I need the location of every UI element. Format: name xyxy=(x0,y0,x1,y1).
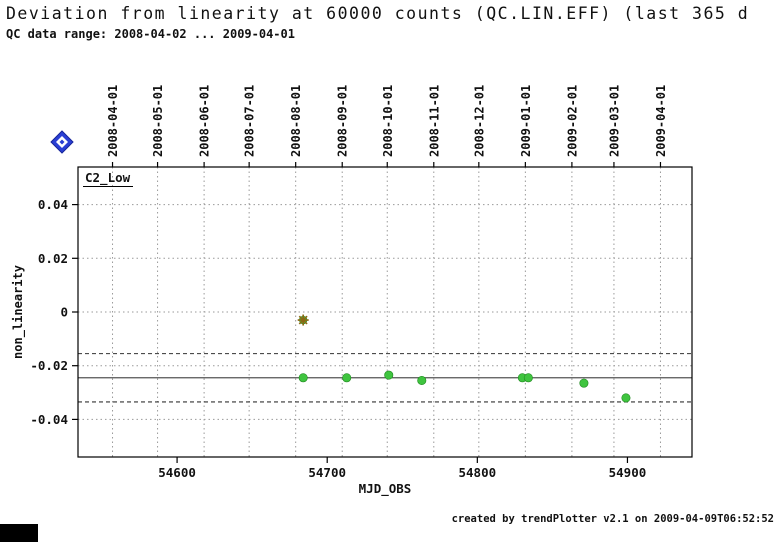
x-axis-title: MJD_OBS xyxy=(359,481,412,497)
y-tick-label: -0.02 xyxy=(30,358,68,373)
x-tick-label: 54600 xyxy=(158,465,196,480)
y-tick-label: 0.02 xyxy=(38,251,68,266)
data-point-marker xyxy=(523,373,533,383)
date-tick-label: 2009-02-01 xyxy=(565,85,579,157)
y-tick-label: -0.04 xyxy=(30,412,68,427)
bottom-left-black-bar xyxy=(0,524,38,542)
date-tick-label: 2008-07-01 xyxy=(243,85,257,157)
x-tick-label: 54700 xyxy=(308,465,346,480)
date-tick-label: 2009-03-01 xyxy=(607,85,621,157)
data-point-marker xyxy=(384,370,394,380)
compass-diamond-svg xyxy=(50,130,74,154)
date-tick-label: 2008-05-01 xyxy=(151,85,165,157)
qc-data-range-subtitle: QC data range: 2008-04-02 ... 2009-04-01 xyxy=(6,27,295,41)
data-point-marker xyxy=(621,393,631,403)
panel-label: C2_Low xyxy=(85,170,131,186)
date-tick-label: 2008-11-01 xyxy=(427,85,441,157)
date-tick-label: 2009-04-01 xyxy=(654,85,668,157)
date-tick-label: 2009-01-01 xyxy=(519,85,533,157)
x-tick-label: 54900 xyxy=(609,465,647,480)
date-tick-label: 2008-04-01 xyxy=(106,85,120,157)
y-tick-label: 0.04 xyxy=(38,197,68,212)
created-by-credit: created by trendPlotter v2.1 on 2009-04-… xyxy=(451,513,774,525)
data-point-marker xyxy=(579,378,589,388)
y-tick-label: 0 xyxy=(60,305,68,320)
diamond-core xyxy=(59,139,65,145)
date-tick-label: 2008-09-01 xyxy=(336,85,350,157)
y-axis-title: non_linearity xyxy=(11,265,26,359)
date-tick-label: 2008-12-01 xyxy=(472,85,486,157)
data-point-marker xyxy=(298,373,308,383)
date-tick-label: 2008-10-01 xyxy=(381,85,395,157)
date-tick-label: 2008-08-01 xyxy=(289,85,303,157)
page-title: Deviation from linearity at 60000 counts… xyxy=(6,4,750,23)
data-point-marker xyxy=(417,375,427,385)
x-tick-label: 54800 xyxy=(459,465,497,480)
data-point-marker xyxy=(342,373,352,383)
date-tick-label: 2008-06-01 xyxy=(198,85,212,157)
compass-diamond-icon[interactable] xyxy=(49,129,75,155)
outlier-asterisk-ray xyxy=(298,315,308,325)
